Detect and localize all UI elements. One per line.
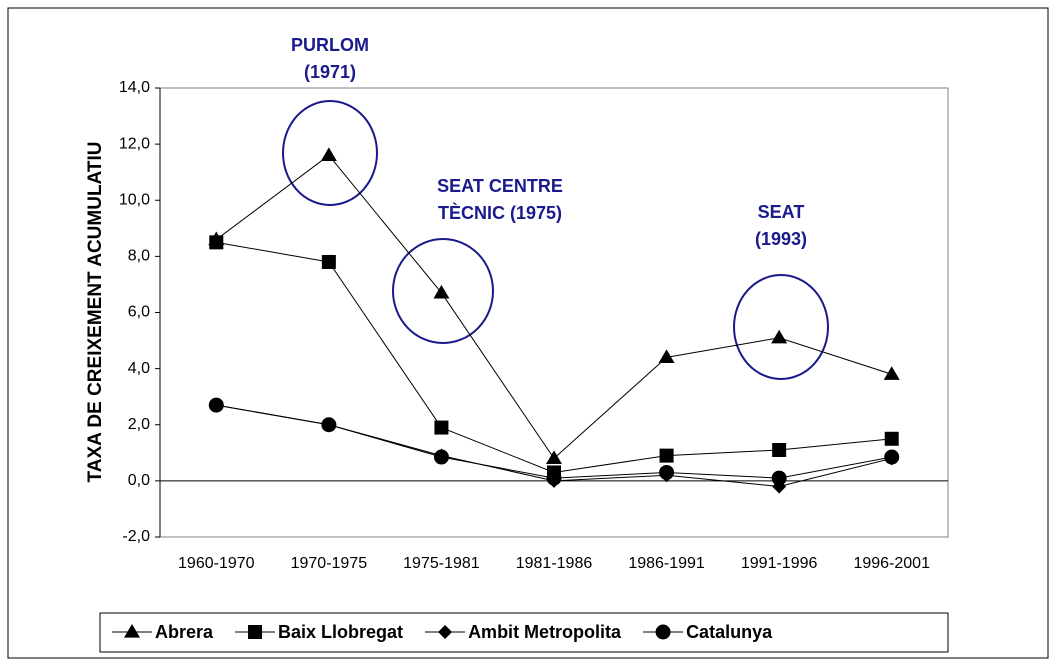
y-tick-label: 0,0 xyxy=(128,472,150,489)
data-point xyxy=(659,448,674,463)
data-point xyxy=(320,147,337,161)
annotation: SEAT xyxy=(758,202,805,222)
annotation: PURLOM xyxy=(291,35,369,55)
y-tick-label: 10,0 xyxy=(119,191,150,208)
x-tick-label: 1991-1996 xyxy=(741,555,818,572)
legend-label: Abrera xyxy=(155,622,214,642)
legend-label: Ambit Metropolita xyxy=(468,622,622,642)
legend-marker xyxy=(655,624,671,640)
data-point xyxy=(321,254,336,269)
data-point xyxy=(433,449,449,465)
highlight-ellipse xyxy=(282,100,378,206)
y-tick-label: 4,0 xyxy=(128,360,150,377)
y-tick-label: 14,0 xyxy=(119,79,150,96)
annotation: (1971) xyxy=(304,62,356,82)
data-point xyxy=(772,443,787,458)
data-point xyxy=(658,349,675,363)
y-tick-label: 2,0 xyxy=(128,416,150,433)
legend-marker xyxy=(124,624,140,638)
y-tick-label: 6,0 xyxy=(128,304,150,321)
annotation: SEAT CENTRE xyxy=(437,176,563,196)
legend-label: Catalunya xyxy=(686,622,773,642)
x-tick-label: 1981-1986 xyxy=(516,555,593,572)
data-point xyxy=(433,284,450,299)
data-point xyxy=(321,417,337,433)
data-point xyxy=(546,450,562,465)
legend-marker xyxy=(248,625,263,639)
y-tick-label: 12,0 xyxy=(119,135,150,152)
data-point xyxy=(771,470,787,486)
data-point xyxy=(884,449,900,465)
data-point xyxy=(771,329,788,344)
data-point xyxy=(434,420,449,435)
data-point xyxy=(884,431,899,446)
annotation: TÈCNIC (1975) xyxy=(438,202,562,223)
data-point xyxy=(208,397,224,413)
x-tick-label: 1986-1991 xyxy=(628,555,705,572)
legend-marker xyxy=(438,625,453,639)
y-tick-label: -2,0 xyxy=(122,528,150,545)
data-point xyxy=(659,464,675,480)
y-axis-label: TAXA DE CREIXEMENT ACUMULATIU xyxy=(85,142,106,483)
highlight-ellipse xyxy=(733,274,829,380)
highlight-ellipse xyxy=(392,238,494,344)
x-tick-label: 1996-2001 xyxy=(853,555,930,572)
x-tick-label: 1960-1970 xyxy=(178,555,255,572)
data-point xyxy=(883,366,900,380)
x-tick-label: 1975-1981 xyxy=(403,555,480,572)
annotation: (1993) xyxy=(755,229,807,249)
data-point xyxy=(209,235,224,250)
y-tick-label: 8,0 xyxy=(128,248,150,265)
x-tick-label: 1970-1975 xyxy=(291,555,368,572)
legend-label: Baix Llobregat xyxy=(278,622,403,642)
data-point xyxy=(546,470,562,486)
